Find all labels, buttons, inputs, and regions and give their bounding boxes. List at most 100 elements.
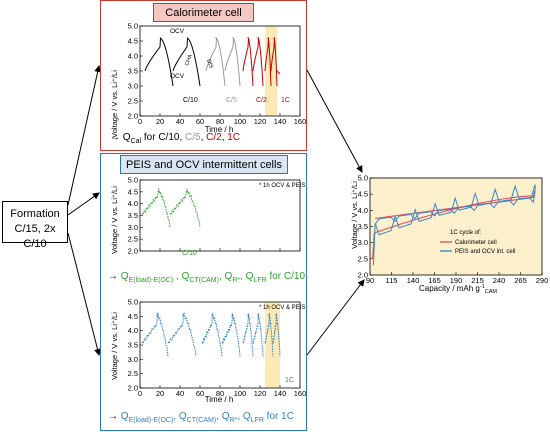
- peis-bottom-x-tick-label: 100: [234, 389, 247, 398]
- peis-top-y-tick-label: 3.0: [128, 223, 138, 232]
- peis-top-y-tick-label: 3.5: [128, 211, 138, 220]
- calorimeter-cycle-2: [172, 37, 201, 87]
- peis-c10-q-line: → QE(load)-E(OC) , QCT(CAM), QR*, QLFR f…: [108, 271, 306, 284]
- calorimeter-x-tick-label: 80: [216, 117, 224, 126]
- capacity-peis-curve: [372, 184, 536, 266]
- calorimeter-rest: [276, 70, 281, 75]
- peis-bottom-cycle-3: [201, 313, 223, 357]
- capacity-x-tick-label: 140: [407, 276, 420, 285]
- calorimeter-y-tick-label: 2.5: [128, 97, 138, 106]
- peis-top-cycle-2: [169, 187, 201, 228]
- peis-top-y-tick-label: 2.0: [128, 247, 138, 256]
- peis-bottom-cycle-7: [264, 313, 274, 357]
- calorimeter-x-tick-label: 60: [196, 117, 204, 126]
- peis-top-y-tick-label: 4.5: [128, 187, 138, 196]
- arrow-formation-to-calorimeter: [67, 65, 102, 206]
- calorimeter-y-tick-label: 5.0: [128, 22, 138, 31]
- calorimeter-x-tick-label: 40: [176, 117, 184, 126]
- peis-top-y-tick-label: 4.0: [128, 199, 138, 208]
- calorimeter-cycle-7: [264, 37, 272, 87]
- peis-bottom-x-tick-label: 160: [294, 389, 307, 398]
- calorimeter-cycle-1: [144, 37, 174, 87]
- capacity-x-label: Capacity / mAh g-1CAM: [419, 284, 497, 295]
- peis-top-y-tick-label: 5.0: [128, 176, 138, 185]
- arrow-formation-to-peis-top: [67, 192, 100, 216]
- capacity-voltage-plot: 2.0 2.5 3.0 3.5 4.0 4.5 5.0 90 115 140 165 190 215 24…: [350, 174, 548, 296]
- peis-bottom-y-tick-label: 4.5: [128, 312, 138, 321]
- calorimeter-y-tick-label: 3.0: [128, 82, 138, 91]
- capacity-y-tick-label: 2.0: [358, 271, 368, 280]
- capacity-y-label: Voltage / V vs. Li⁺/Li: [350, 181, 359, 249]
- capacity-x-tick-label: 90: [366, 276, 374, 285]
- peis-bottom-cycle-6: [252, 313, 264, 357]
- capacity-legend: Calorimeter cell PEIS and OCV int. cell: [440, 240, 515, 255]
- annotation-ocv-top: OCV: [170, 28, 185, 35]
- peis-bottom-x-tick-label: 120: [254, 389, 267, 398]
- capacity-x-tick-label: 165: [428, 276, 441, 285]
- arrow-formation-to-peis-bottom: [67, 232, 101, 356]
- peis-bottom-note: * 1h OCV & PEIS: [259, 305, 305, 311]
- capacity-y-tick-label: 4.5: [358, 190, 368, 199]
- arrow-calorimeter-to-capacity: [306, 69, 363, 173]
- capacity-x-tick-label: 215: [471, 276, 484, 285]
- peis-bottom-y-tick-label: 5.0: [128, 298, 138, 307]
- peis-bottom-x-tick-label: 80: [216, 389, 224, 398]
- peis-bottom-y-tick-label: 3.0: [128, 355, 138, 364]
- capacity-x-tick-label: 265: [514, 276, 527, 285]
- calorimeter-x-label: Time / h: [205, 125, 234, 134]
- peis-1c-voltage-plot: 2.0 2.5 3.0 3.5 4.0 4.5 5.0 0 20 40 60 80 100 120 140 1…: [110, 298, 307, 405]
- calorimeter-y-tick-label: 4.0: [128, 52, 138, 61]
- legend-label: Calorimeter cell: [455, 240, 497, 246]
- capacity-y-tick-label: 3.5: [358, 222, 368, 231]
- calorimeter-x-tick-label: 140: [274, 117, 287, 126]
- capacity-background: [370, 178, 542, 275]
- annotation-dis: DIS: [205, 59, 214, 70]
- peis-bottom-y-tick-label: 3.5: [128, 341, 138, 350]
- peis-bottom-x-tick-label: 0: [138, 389, 142, 398]
- peis-top-y-tick-label: 2.5: [128, 235, 138, 244]
- capacity-y-tick-label: 4.0: [358, 206, 368, 215]
- peis-bottom-x-tick-label: 20: [156, 389, 164, 398]
- peis-bottom-label: 1C: [285, 377, 294, 384]
- peis-bottom-x-tick-label: 60: [196, 389, 204, 398]
- calorimeter-x-tick-label: 20: [156, 117, 164, 126]
- peis-bottom-y-label: Voltage / V vs. Li⁺/Li: [110, 312, 119, 380]
- calorimeter-x-tick-label: 0: [138, 117, 142, 126]
- calorimeter-cycle-4: [224, 37, 241, 87]
- calorimeter-title: Calorimeter cell: [153, 3, 254, 22]
- peis-bottom-cycle-4: [221, 313, 241, 357]
- calorimeter-panel: [100, 0, 307, 151]
- peis-top-y-label: Voltage / V vs. Li⁺/Li: [110, 186, 119, 254]
- peis-bottom-y-tick-label: 2.5: [128, 369, 138, 378]
- peis-bottom-y-tick-label: 4.0: [128, 326, 138, 335]
- capacity-x-tick-label: 190: [450, 276, 463, 285]
- peis-bottom-1c-highlight: [265, 302, 280, 388]
- annotation-c5: C/5: [226, 97, 237, 104]
- arrow-peis-to-capacity: [306, 279, 365, 356]
- formation-label: Formation: [10, 208, 60, 220]
- calorimeter-cycle-3: [205, 37, 226, 87]
- peis-panel: [100, 153, 307, 431]
- peis-top-label: C/10: [182, 250, 197, 257]
- annotation-cha: CHA: [184, 53, 194, 66]
- peis-top-note: * 1h OCV & PEIS: [259, 183, 305, 189]
- calorimeter-x-tick-label: 100: [234, 117, 247, 126]
- peis-1c-q-line: → QE(load)-E(OC), QCT(CAM), QR*, QLFR fo…: [108, 411, 294, 424]
- calorimeter-voltage-plot: 2.0 2.5 3.0 3.5 4.0 4.5 5.0 0 20 40 60 80 100 120 140 1…: [110, 22, 307, 138]
- peis-bottom-x-label: Time / h: [205, 395, 234, 404]
- annotation-c2: C/2: [256, 97, 267, 104]
- peis-bottom-cycle-8: [272, 313, 281, 357]
- peis-title: PEIS and OCV intermittent cells: [120, 155, 288, 174]
- annotation-c1: 1C: [281, 97, 290, 104]
- peis-bottom-cycle-1: [141, 311, 169, 357]
- peis-top-axis-box: [139, 179, 301, 252]
- calorimeter-x-tick-label: 120: [254, 117, 267, 126]
- calorimeter-cycle-5: [242, 37, 254, 87]
- peis-bottom-y-tick-label: 2.0: [128, 384, 138, 393]
- peis-bottom-cycle-5: [242, 313, 254, 357]
- calorimeter-x-tick-label: 160: [294, 117, 307, 126]
- peis-top-cycle-1: [141, 187, 171, 228]
- calorimeter-cycle-6: [252, 37, 264, 87]
- capacity-y-tick-label: 5.0: [358, 174, 368, 183]
